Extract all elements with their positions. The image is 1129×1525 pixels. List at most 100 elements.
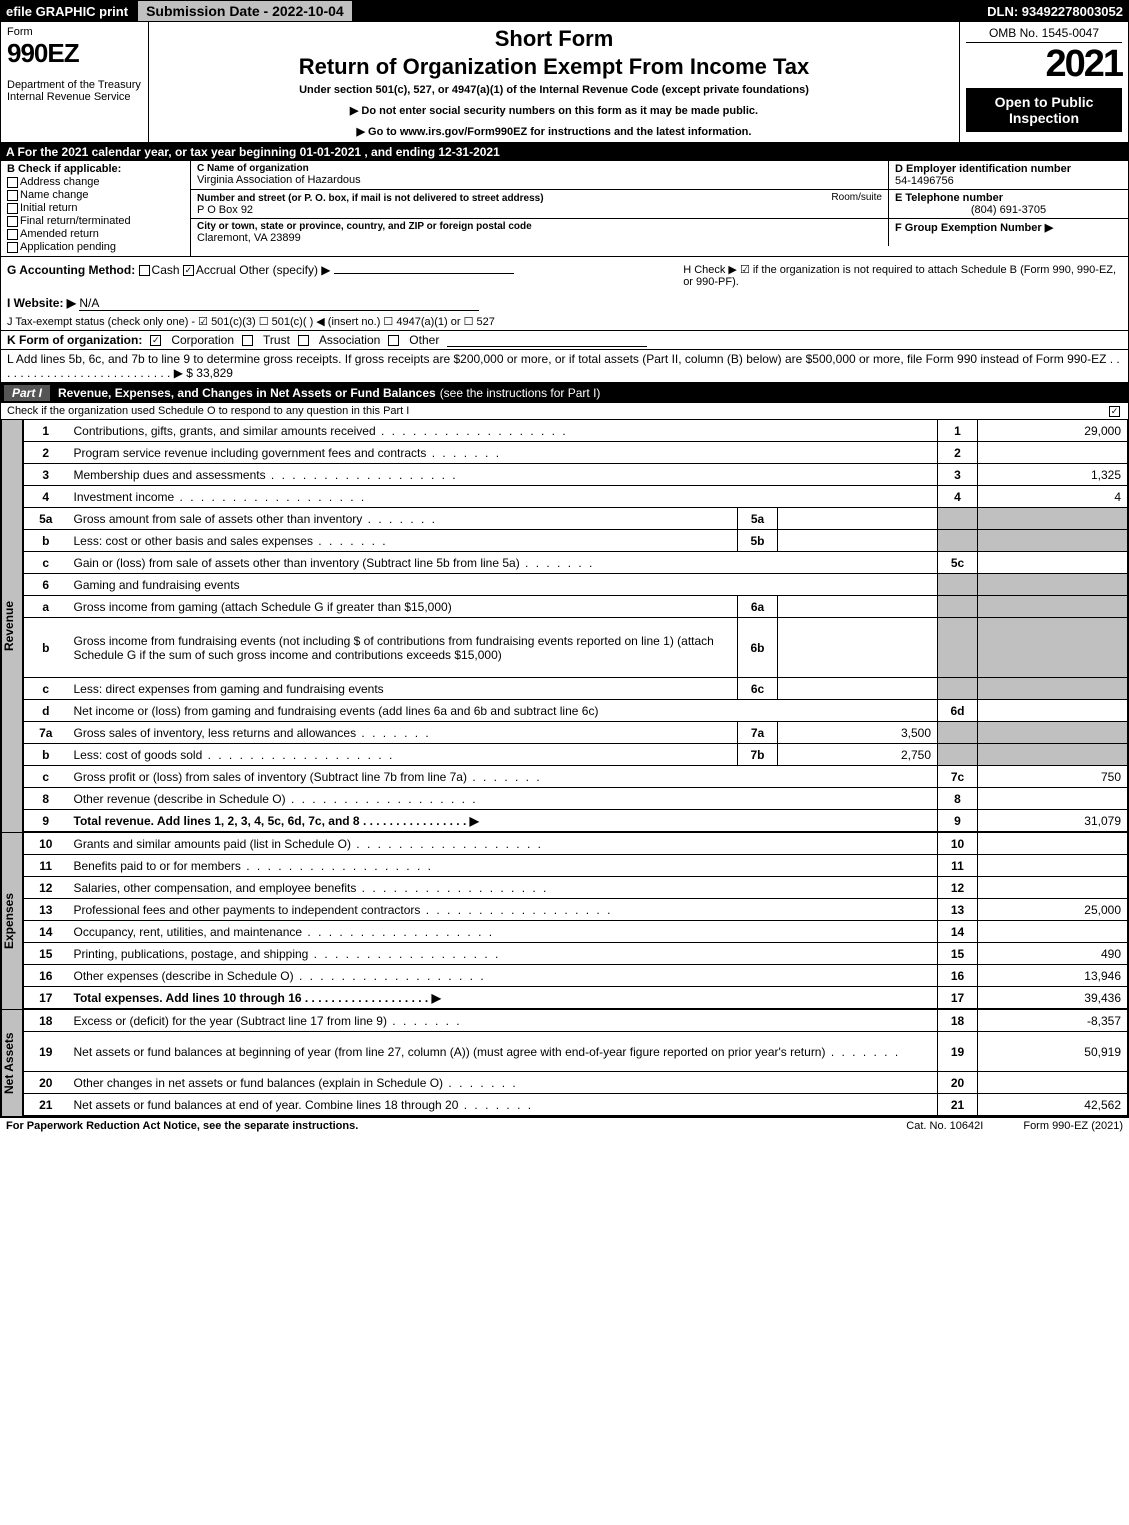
street-value: P O Box 92 (197, 204, 882, 216)
line-16: 16Other expenses (describe in Schedule O… (24, 965, 1128, 987)
street-label: Number and street (or P. O. box, if mail… (197, 193, 544, 204)
expenses-section: Expenses 10Grants and similar amounts pa… (0, 832, 1129, 1009)
city-label: City or town, state or province, country… (197, 221, 882, 232)
line-3: 3Membership dues and assessments31,325 (24, 464, 1128, 486)
other-org-line[interactable] (447, 333, 647, 347)
line-desc: Less: cost of goods sold (74, 748, 203, 762)
header-center: Short Form Return of Organization Exempt… (149, 22, 960, 142)
net-assets-section: Net Assets 18Excess or (deficit) for the… (0, 1009, 1129, 1117)
line-desc: Gross profit or (loss) from sales of inv… (74, 770, 467, 784)
line-desc: Net assets or fund balances at end of ye… (74, 1098, 459, 1112)
line-desc: Benefits paid to or for members (74, 859, 241, 873)
revenue-table: 1Contributions, gifts, grants, and simil… (23, 419, 1128, 832)
check-initial-return[interactable]: Initial return (7, 202, 184, 214)
section-j: J Tax-exempt status (check only one) - ☑… (0, 313, 1129, 331)
accrual-label: Accrual (196, 263, 236, 277)
k-label: K Form of organization: (7, 333, 142, 347)
dln-label: DLN: 93492278003052 (981, 4, 1129, 19)
check-label: Amended return (20, 228, 99, 240)
line-7b: bLess: cost of goods sold7b2,750 (24, 744, 1128, 766)
form-word: Form (7, 26, 142, 38)
section-c-container: C Name of organization Virginia Associat… (191, 161, 1128, 256)
line-6b: bGross income from fundraising events (n… (24, 618, 1128, 678)
checkbox-icon[interactable] (242, 335, 253, 346)
line-desc: Occupancy, rent, utilities, and maintena… (74, 925, 303, 939)
under-section: Under section 501(c), 527, or 4947(a)(1)… (157, 84, 951, 96)
street-cell: Number and street (or P. O. box, if mail… (191, 190, 888, 218)
check-address-change[interactable]: Address change (7, 176, 184, 188)
short-form-title: Short Form (157, 26, 951, 52)
check-label: Initial return (20, 202, 77, 214)
other-org-label: Other (409, 333, 439, 347)
line-8: 8Other revenue (describe in Schedule O)8 (24, 788, 1128, 810)
checkbox-icon[interactable] (1109, 406, 1120, 417)
trust-label: Trust (263, 333, 290, 347)
line-10: 10Grants and similar amounts paid (list … (24, 833, 1128, 855)
section-b: B Check if applicable: Address change Na… (1, 161, 191, 256)
check-amended-return[interactable]: Amended return (7, 228, 184, 240)
part-i-sub: (see the instructions for Part I) (440, 386, 601, 400)
cat-no: Cat. No. 10642I (906, 1120, 983, 1132)
goto-link[interactable]: ▶ Go to www.irs.gov/Form990EZ for instru… (157, 125, 951, 138)
check-label: Name change (20, 189, 89, 201)
line-desc: Gross sales of inventory, less returns a… (74, 726, 357, 740)
line-21: 21Net assets or fund balances at end of … (24, 1094, 1128, 1116)
line-desc: Membership dues and assessments (74, 468, 266, 482)
net-assets-vertical-label: Net Assets (1, 1009, 23, 1116)
line-7c: cGross profit or (loss) from sales of in… (24, 766, 1128, 788)
line-18: 18Excess or (deficit) for the year (Subt… (24, 1010, 1128, 1032)
page-footer: For Paperwork Reduction Act Notice, see … (0, 1117, 1129, 1134)
check-application-pending[interactable]: Application pending (7, 241, 184, 253)
checkbox-icon (7, 177, 18, 188)
b-header-text: B Check if applicable: (7, 163, 121, 175)
section-a: A For the 2021 calendar year, or tax yea… (0, 143, 1129, 161)
section-h: H Check ▶ ☑ if the organization is not r… (677, 257, 1128, 294)
checkbox-icon[interactable] (139, 265, 150, 276)
line-desc: Program service revenue including govern… (74, 446, 427, 460)
check-name-change[interactable]: Name change (7, 189, 184, 201)
org-name: Virginia Association of Hazardous (197, 174, 882, 186)
paperwork-notice: For Paperwork Reduction Act Notice, see … (6, 1120, 358, 1132)
line-5b: bLess: cost or other basis and sales exp… (24, 530, 1128, 552)
checkbox-icon (7, 242, 18, 253)
line-9: 9Total revenue. Add lines 1, 2, 3, 4, 5c… (24, 810, 1128, 832)
submission-date: Submission Date - 2022-10-04 (138, 1, 352, 21)
check-final-return[interactable]: Final return/terminated (7, 215, 184, 227)
g-label: G Accounting Method: (7, 263, 135, 277)
line-19: 19Net assets or fund balances at beginni… (24, 1032, 1128, 1072)
department-label: Department of the Treasury Internal Reve… (7, 79, 142, 103)
form-number: 990EZ (7, 38, 142, 69)
checkbox-icon[interactable] (183, 265, 194, 276)
phone-value: (804) 691-3705 (895, 204, 1122, 216)
org-name-cell: C Name of organization Virginia Associat… (191, 161, 888, 189)
expenses-vertical-label: Expenses (1, 832, 23, 1009)
phone-label: E Telephone number (895, 192, 1122, 204)
tax-year: 2021 (966, 43, 1122, 86)
c-name-label: C Name of organization (197, 163, 882, 174)
other-specify-line[interactable] (334, 273, 514, 274)
cash-label: Cash (152, 263, 180, 277)
line-11: 11Benefits paid to or for members11 (24, 855, 1128, 877)
checkline-text: Check if the organization used Schedule … (7, 405, 409, 417)
line-6d: dNet income or (loss) from gaming and fu… (24, 700, 1128, 722)
line-4: 4Investment income44 (24, 486, 1128, 508)
checkbox-icon[interactable] (298, 335, 309, 346)
line-desc: Printing, publications, postage, and shi… (74, 947, 309, 961)
group-exemption-label: F Group Exemption Number ▶ (895, 222, 1053, 234)
line-desc: Contributions, gifts, grants, and simila… (74, 424, 376, 438)
city-value: Claremont, VA 23899 (197, 232, 882, 244)
other-label: Other (specify) ▶ (239, 263, 330, 277)
line-desc: Grants and similar amounts paid (list in… (74, 837, 351, 851)
line-6: 6Gaming and fundraising events (24, 574, 1128, 596)
room-label: Room/suite (831, 192, 882, 203)
check-label: Address change (20, 176, 100, 188)
checkbox-icon[interactable] (388, 335, 399, 346)
checkbox-icon[interactable] (150, 335, 161, 346)
checkbox-icon (7, 229, 18, 240)
line-desc: Less: cost or other basis and sales expe… (74, 534, 313, 548)
sections-b-through-f: B Check if applicable: Address change Na… (0, 161, 1129, 257)
line-desc: Net assets or fund balances at beginning… (74, 1045, 826, 1059)
line-desc: Total expenses. Add lines 10 through 16 … (74, 991, 441, 1005)
part-i-title: Revenue, Expenses, and Changes in Net As… (58, 386, 436, 400)
goto-text: ▶ Go to www.irs.gov/Form990EZ for instru… (357, 126, 752, 138)
